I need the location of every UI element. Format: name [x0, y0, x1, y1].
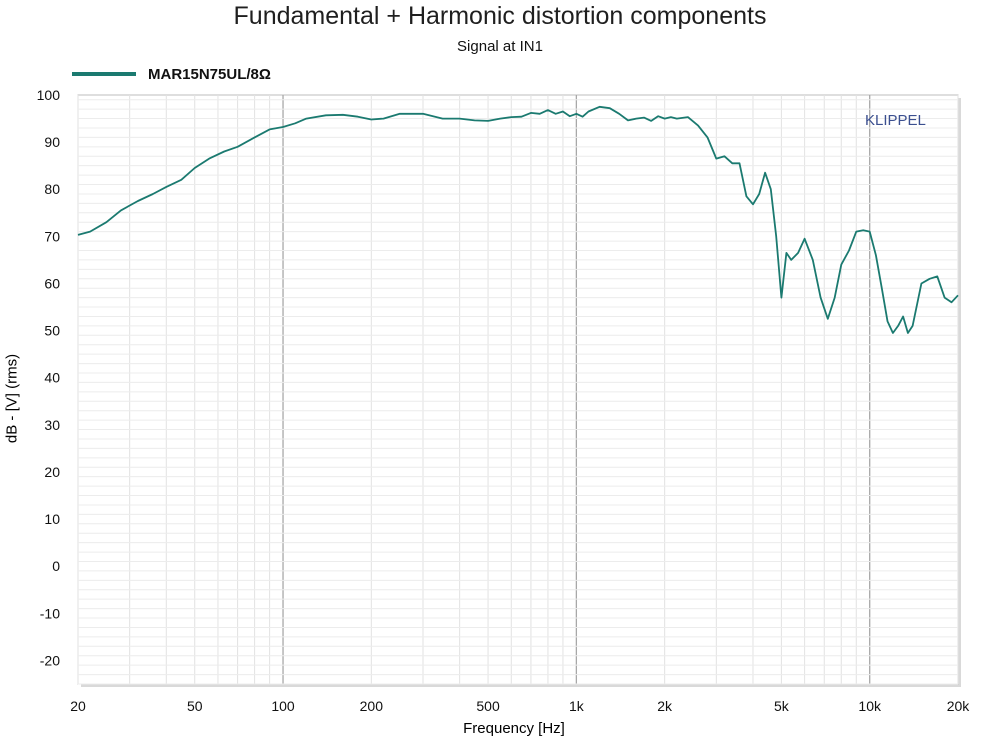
y-axis-label: dB - [V] (rms)	[3, 353, 21, 444]
watermark: KLIPPEL	[865, 112, 926, 129]
chart-subtitle: Signal at IN1	[457, 38, 543, 55]
y-tick-label: 40	[44, 370, 60, 386]
y-tick-label: 50	[44, 323, 60, 339]
y-tick-label: -10	[40, 605, 60, 621]
y-tick-label: 100	[37, 87, 61, 103]
y-tick-label: 60	[44, 275, 60, 291]
x-tick-label: 50	[187, 698, 203, 714]
x-tick-label: 1k	[569, 698, 585, 714]
x-tick-label: 200	[360, 698, 384, 714]
series-line	[77, 105, 959, 334]
plot-area	[77, 94, 959, 685]
y-tick-label: 30	[44, 417, 60, 433]
legend: MAR15N75UL/8Ω	[72, 63, 271, 85]
x-tick-label: 500	[476, 698, 500, 714]
y-tick-label: 90	[44, 134, 60, 150]
x-tick-label: 20k	[947, 698, 971, 714]
x-tick-label: 2k	[657, 698, 673, 714]
chart-title: Fundamental + Harmonic distortion compon…	[233, 2, 767, 30]
x-tick-label: 100	[271, 698, 295, 714]
y-tick-label: 20	[44, 464, 60, 480]
y-tick-label: 70	[44, 228, 60, 244]
x-tick-label: 20	[70, 698, 86, 714]
y-tick-label: 10	[44, 511, 60, 527]
legend-label: MAR15N75UL/8Ω	[148, 65, 271, 83]
x-axis-label: Frequency [Hz]	[463, 720, 565, 737]
x-tick-label: 10k	[858, 698, 882, 714]
y-tick-label: 0	[52, 558, 60, 574]
legend-swatch	[72, 72, 136, 76]
y-tick-label: -20	[40, 652, 60, 668]
y-tick-label: 80	[44, 181, 60, 197]
x-tick-label: 5k	[774, 698, 790, 714]
